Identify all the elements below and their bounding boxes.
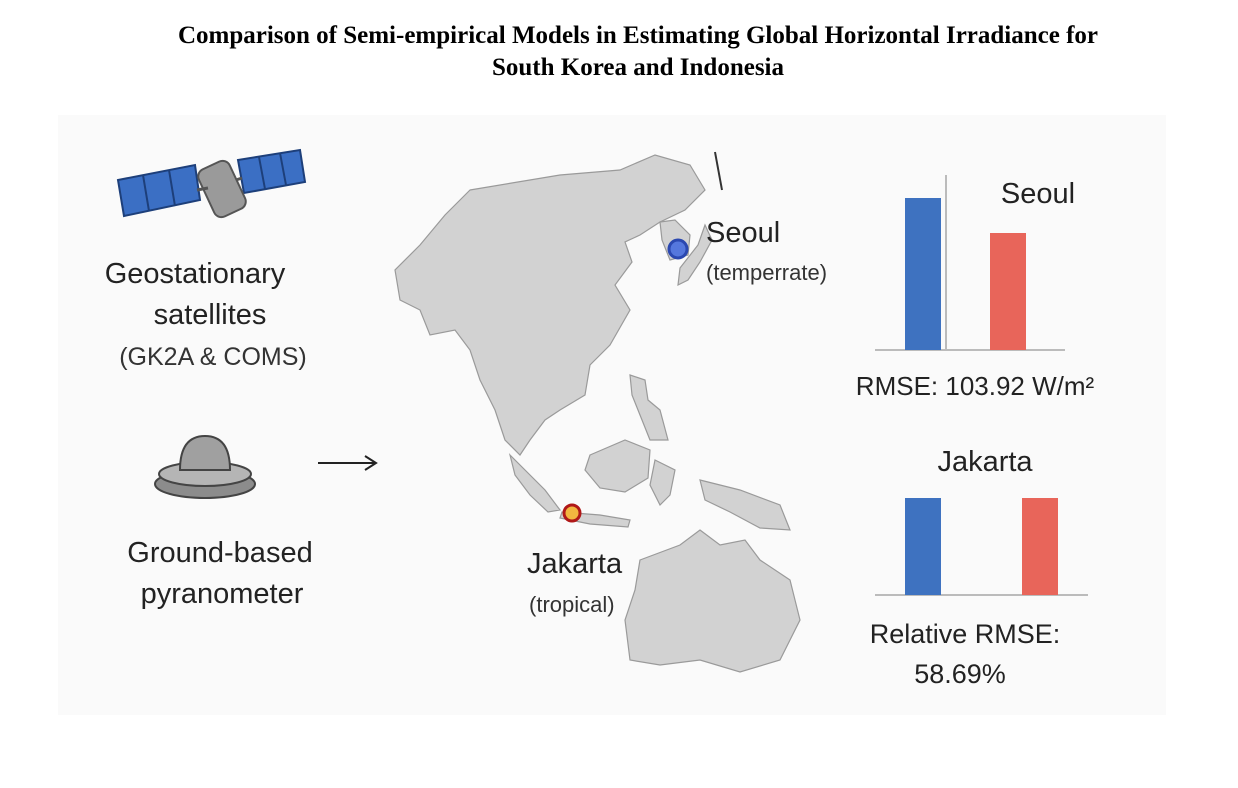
jakarta-chart <box>875 498 1088 596</box>
chart-title: Jakarta <box>937 446 1033 478</box>
jakarta-marker <box>562 503 582 523</box>
seoul-chart <box>875 175 1065 351</box>
pyranometer-icon <box>154 434 256 499</box>
climate-label: (tropical) <box>529 592 615 617</box>
climate-label: (temperrate) <box>706 260 827 285</box>
metric-label: Relative RMSE: <box>870 619 1061 649</box>
chart-title: Seoul <box>1001 178 1075 210</box>
satellite-label: Geostationary <box>105 258 286 290</box>
satellite-label: (GK2A & COMS) <box>119 343 307 371</box>
satellite-label: satellites <box>154 299 267 331</box>
map <box>394 151 801 673</box>
arrow <box>318 455 378 471</box>
city-label: Seoul <box>706 217 780 249</box>
metric-label: 58.69% <box>914 659 1006 689</box>
metric-label: RMSE: 103.92 W/m² <box>856 371 1095 401</box>
satellite-icon <box>116 148 307 219</box>
seoul-marker <box>667 238 689 260</box>
ground-label: pyranometer <box>141 578 304 610</box>
title-line: South Korea and Indonesia <box>492 54 784 81</box>
title-line: Comparison of Semi-empirical Models in E… <box>178 22 1098 49</box>
ground-label: Ground-based <box>127 537 312 569</box>
city-label: Jakarta <box>527 548 623 580</box>
